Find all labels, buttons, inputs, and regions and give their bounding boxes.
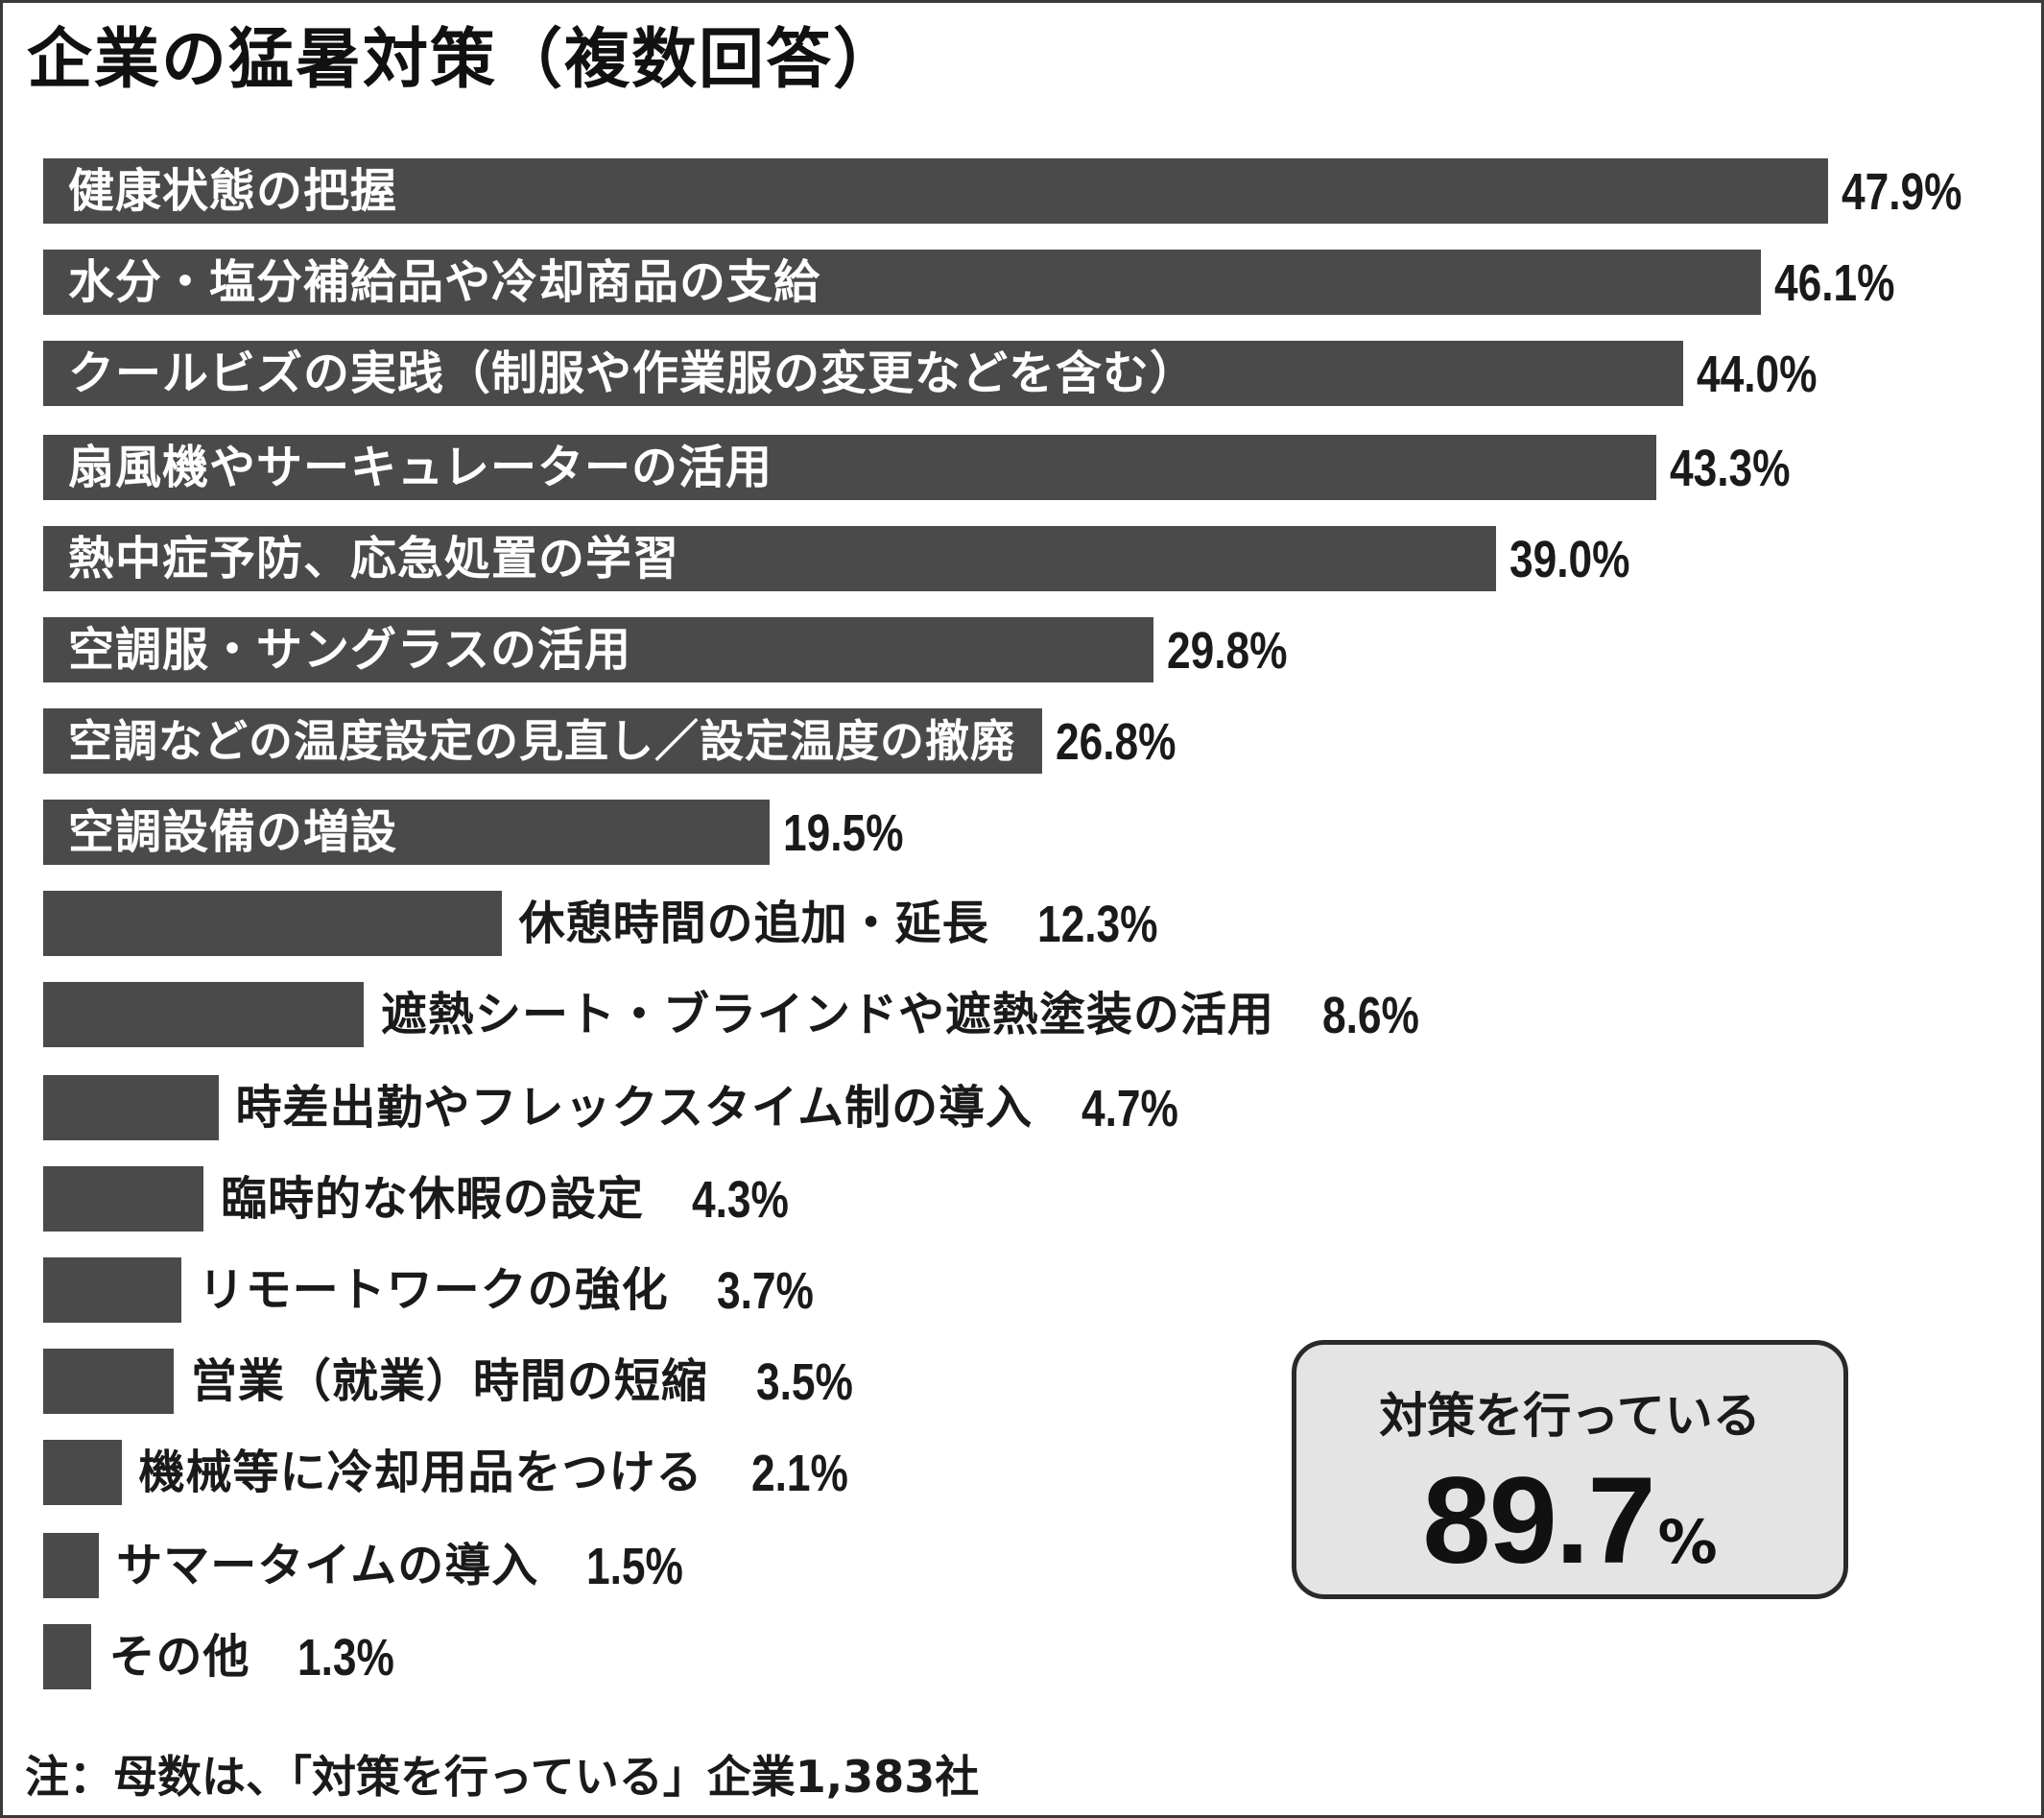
bar-category-label: 健康状態の把握: [68, 164, 398, 218]
bar: [43, 526, 1497, 591]
summary-value-wrap: 89.7%: [1296, 1450, 1843, 1591]
bar: [43, 1624, 92, 1689]
bar: [43, 891, 502, 956]
bar-value-label: 8.6%: [1321, 987, 1419, 1044]
bar: [43, 1257, 181, 1323]
bar-category-label: 営業（就業）時間の短縮: [190, 1354, 708, 1408]
bar: [43, 250, 1762, 315]
bar-category-label: 機械等に冷却用品をつける: [138, 1446, 703, 1499]
bar: [43, 1166, 203, 1232]
bar: [43, 982, 364, 1047]
summary-unit: %: [1657, 1507, 1718, 1577]
bar-category-label: 扇風機やサーキュレーターの活用: [68, 441, 773, 494]
bar-value-label: 1.5%: [586, 1538, 684, 1595]
summary-value: 89.7: [1422, 1452, 1655, 1590]
bar-value-label: 3.7%: [716, 1262, 814, 1320]
bar-category-label: 遮熱シート・ブラインドや遮熱塗装の活用: [380, 988, 1274, 1041]
bar: [43, 1440, 122, 1505]
chart-title: 企業の猛暑対策（複数回答）: [27, 22, 901, 98]
bar-value-label: 47.9%: [1842, 163, 1962, 221]
bar-value-label: 29.8%: [1167, 622, 1288, 680]
bar: [43, 1075, 219, 1140]
bar-category-label: 空調服・サングラスの活用: [68, 623, 632, 677]
bar-value-label: 12.3%: [1036, 896, 1158, 953]
bar: [43, 158, 1828, 224]
bar-value-label: 4.3%: [691, 1171, 789, 1229]
bar-category-label: サマータイムの導入: [116, 1539, 539, 1592]
footnote: 注：母数は、「対策を行っている」企業1,383社: [25, 1751, 980, 1803]
bar-category-label: クールビズの実践（制服や作業服の変更などを含む）: [68, 347, 1198, 400]
summary-label: 対策を行っている: [1379, 1388, 1761, 1444]
bar-value-label: 44.0%: [1696, 346, 1818, 403]
bar-value-label: 43.3%: [1670, 440, 1791, 497]
bar-value-label: 26.8%: [1055, 713, 1176, 771]
bar-value-label: 2.1%: [750, 1445, 848, 1502]
bar-value-label: 1.3%: [297, 1629, 395, 1686]
bar-category-label: 臨時的な休暇の設定: [220, 1172, 644, 1226]
bar-category-label: 時差出勤やフレックスタイム制の導入: [235, 1081, 1034, 1135]
bar-category-label: リモートワークの強化: [198, 1263, 669, 1317]
bar: [43, 800, 771, 865]
bar: [43, 1533, 100, 1598]
bar: [43, 1349, 174, 1414]
bar: [43, 435, 1657, 500]
bar-category-label: 空調設備の増設: [68, 805, 398, 859]
bar-value-label: 39.0%: [1509, 531, 1630, 588]
bar-category-label: 熱中症予防、応急処置の学習: [68, 532, 680, 586]
bar-value-label: 46.1%: [1774, 254, 1895, 312]
bar-category-label: 水分・塩分補給品や冷却商品の支給: [68, 255, 821, 309]
summary-box: 対策を行っている 89.7%: [1292, 1340, 1848, 1599]
bar: [43, 708, 1042, 774]
bar-value-label: 4.7%: [1081, 1080, 1178, 1137]
bar-category-label: 空調などの温度設定の見直し／設定温度の撤廃: [68, 715, 1015, 767]
bar-value-label: 3.5%: [755, 1353, 853, 1411]
bar-value-label: 19.5%: [783, 804, 904, 862]
bar: [43, 341, 1683, 406]
bar: [43, 617, 1154, 682]
bar-category-label: 休憩時間の追加・延長: [518, 897, 989, 950]
bar-category-label: その他: [108, 1630, 250, 1684]
